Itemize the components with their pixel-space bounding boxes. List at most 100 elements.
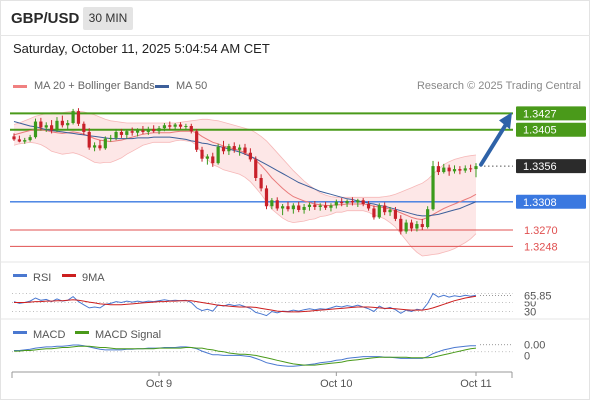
candle-body: [463, 168, 467, 171]
candle-body: [334, 201, 338, 206]
candle-body: [109, 137, 113, 139]
candle-body: [125, 131, 129, 135]
candle-body: [66, 123, 70, 126]
candle-body: [426, 209, 430, 228]
macd-line: [14, 344, 476, 367]
candle-body: [33, 121, 38, 138]
macd-signal-legend-label: MACD Signal: [95, 329, 161, 341]
candle-body: [404, 222, 408, 232]
candle-body: [350, 201, 355, 203]
legend-bollinger-label: MA 20 + Bollinger Bands: [34, 80, 155, 92]
candle-body: [458, 169, 462, 171]
price-panel: 1.3427 1.3405 1.3356 1.3308 1.3270 1.3248: [0, 106, 590, 320]
macd-signal-swatch-icon: [75, 331, 89, 334]
rsi-value-backdrop: [520, 289, 560, 302]
candle-body: [23, 140, 27, 142]
ma50-swatch-icon: [155, 84, 169, 88]
candle-body: [130, 131, 134, 133]
candle-body: [356, 200, 360, 203]
rsi-legend-label: RSI: [33, 272, 51, 284]
candle-body: [286, 206, 290, 210]
resistance-tag: [516, 106, 586, 121]
candle-body: [323, 205, 328, 208]
level-label: 1.3248: [524, 241, 558, 253]
candle-body: [28, 137, 32, 141]
candle-body: [442, 167, 446, 173]
chart-header: GBP/USD 30 MIN: [0, 0, 590, 36]
candle-body: [221, 146, 226, 152]
candle-body: [227, 146, 231, 152]
candle-body: [82, 123, 86, 132]
candle-body: [76, 111, 81, 124]
candle-body: [92, 145, 97, 148]
time-axis: Oct 9 Oct 10 Oct 11: [11, 371, 513, 390]
candle-body: [318, 205, 322, 207]
candle-body: [135, 130, 140, 133]
timeframe-badge[interactable]: 30 MIN: [83, 7, 133, 30]
candle-body: [216, 146, 220, 164]
time-axis-label: Oct 11: [460, 378, 492, 390]
bollinger-lower-line: [13, 139, 477, 257]
candle-body: [141, 130, 145, 132]
candle-body: [200, 149, 204, 159]
macd-panel: MACD MACD Signal 00.00: [12, 329, 554, 367]
candle-body: [152, 128, 156, 132]
candle-body: [340, 201, 344, 204]
candle-body: [291, 205, 295, 210]
candle-body: [195, 131, 199, 150]
candle-body: [211, 156, 215, 164]
candle-body: [146, 128, 150, 132]
resistance-label: 1.3405: [523, 125, 557, 137]
candle-body: [60, 120, 64, 126]
candle-body: [189, 126, 193, 132]
candle-body: [313, 204, 317, 207]
candle-body: [44, 125, 48, 128]
candle-body: [87, 131, 91, 148]
candle-body: [307, 204, 312, 207]
candle-body: [431, 166, 435, 210]
candle-body: [409, 222, 414, 229]
candle-body: [281, 206, 285, 209]
candle-body: [238, 147, 242, 150]
candle-body: [393, 209, 398, 219]
candle-body: [415, 224, 419, 229]
macd-value-backdrop: [520, 338, 554, 351]
forecast-arrow-icon: [499, 112, 512, 130]
candle-body: [302, 206, 306, 210]
rsi-panel: RSI9MA70503065.85: [12, 272, 560, 319]
candle-body: [345, 201, 349, 204]
resistance-label: 1.3427: [523, 108, 557, 120]
macd-swatch-icon: [13, 331, 27, 334]
candle-body: [469, 168, 473, 170]
candle-body: [103, 138, 107, 149]
legend-ma50-label: MA 50: [176, 80, 208, 92]
candle-body: [297, 205, 301, 210]
resistance-tag: [516, 122, 586, 137]
candle-body: [232, 146, 236, 150]
rsi-line: [13, 292, 477, 317]
bollinger-band-fill: [14, 111, 476, 256]
rsi-ma-swatch-icon: [62, 274, 76, 277]
candle-body: [361, 200, 365, 204]
support-label: 1.3308: [523, 197, 557, 209]
candle-body: [178, 124, 183, 127]
rsi-tick-label: 30: [524, 307, 536, 319]
candle-body: [184, 126, 188, 127]
candle-body: [452, 169, 457, 172]
candle-body: [254, 159, 258, 178]
candle-body: [388, 209, 392, 213]
rsi-ma-line: [14, 295, 477, 313]
candle-body: [248, 152, 252, 160]
candle-body: [55, 120, 59, 131]
candle-body: [275, 200, 279, 209]
macd-tick-label: 0: [524, 351, 530, 363]
macd-legend-label: MACD: [33, 329, 65, 341]
last-price-label: 1.3356: [523, 161, 557, 173]
candle-body: [436, 166, 440, 173]
candle-body: [98, 145, 102, 149]
candle-body: [329, 205, 333, 208]
candle-body: [243, 147, 247, 153]
candle-body: [71, 111, 75, 124]
candle-body: [264, 188, 269, 207]
